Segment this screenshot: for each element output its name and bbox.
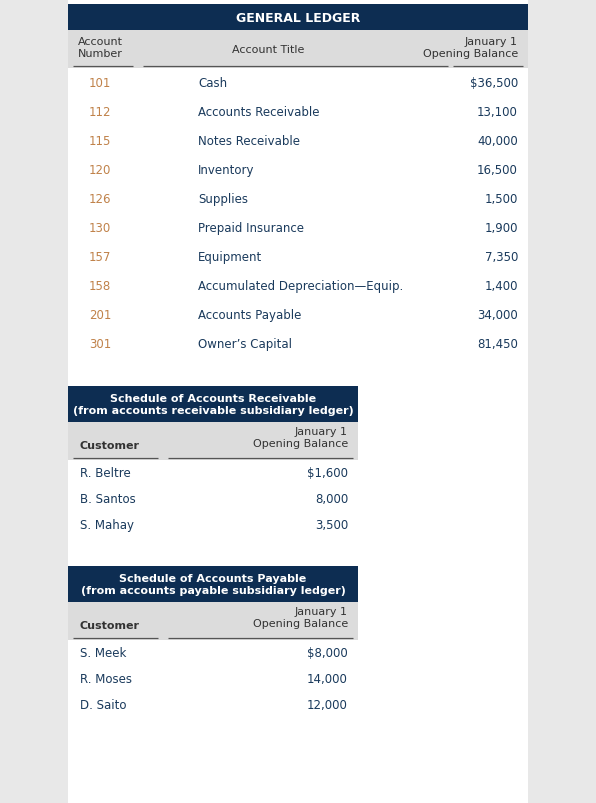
Text: Owner’s Capital: Owner’s Capital [198,337,292,351]
Text: Accounts Payable: Accounts Payable [198,308,302,321]
Text: 12,000: 12,000 [307,699,348,711]
Text: 301: 301 [89,337,111,351]
Bar [68,329,528,359]
Bar [68,69,528,98]
Text: Accounts Receivable: Accounts Receivable [198,106,319,119]
Text: R. Beltre: R. Beltre [80,467,131,480]
Text: Cash: Cash [198,77,227,90]
Bar [68,386,358,422]
Bar [68,512,358,538]
Bar [68,0,528,803]
Text: 16,500: 16,500 [477,164,518,177]
Text: 1,900: 1,900 [485,222,518,234]
Text: Prepaid Insurance: Prepaid Insurance [198,222,304,234]
Text: Equipment: Equipment [198,251,262,263]
Text: $36,500: $36,500 [470,77,518,90]
Text: 126: 126 [89,193,111,206]
Text: January 1
Opening Balance: January 1 Opening Balance [253,606,348,629]
Bar [68,422,358,460]
Text: D. Saito: D. Saito [80,699,126,711]
Bar [68,300,528,329]
Text: S. Meek: S. Meek [80,646,126,660]
Text: 101: 101 [89,77,111,90]
Text: Account
Number: Account Number [77,37,123,59]
Bar [68,271,528,300]
Bar [68,460,358,487]
Text: Customer: Customer [80,620,140,630]
Text: S. Mahay: S. Mahay [80,519,134,532]
Text: Supplies: Supplies [198,193,248,206]
Text: 14,000: 14,000 [307,673,348,686]
Bar [68,243,528,271]
Text: 3,500: 3,500 [315,519,348,532]
Bar [68,692,358,718]
Text: R. Moses: R. Moses [80,673,132,686]
Text: Schedule of Accounts Receivable
(from accounts receivable subsidiary ledger): Schedule of Accounts Receivable (from ac… [73,393,353,416]
Text: 157: 157 [89,251,111,263]
Text: 130: 130 [89,222,111,234]
Bar [68,5,528,31]
Text: 112: 112 [89,106,111,119]
Text: Customer: Customer [80,441,140,450]
Text: 120: 120 [89,164,111,177]
Bar [68,98,528,127]
Bar [68,487,358,512]
Text: B. Santos: B. Santos [80,493,136,506]
Text: 115: 115 [89,135,111,148]
Bar [68,127,528,156]
Text: Account Title: Account Title [232,45,304,55]
Bar [68,156,528,185]
Text: 158: 158 [89,279,111,292]
Text: 1,400: 1,400 [485,279,518,292]
Bar [68,31,528,69]
Bar [68,185,528,214]
Text: January 1
Opening Balance: January 1 Opening Balance [423,37,518,59]
Text: $1,600: $1,600 [307,467,348,480]
Text: 13,100: 13,100 [477,106,518,119]
Bar [68,640,358,666]
Text: Notes Receivable: Notes Receivable [198,135,300,148]
Text: 8,000: 8,000 [315,493,348,506]
Bar [68,214,528,243]
Text: January 1
Opening Balance: January 1 Opening Balance [253,426,348,449]
Text: 7,350: 7,350 [485,251,518,263]
Bar [68,666,358,692]
Text: GENERAL LEDGER: GENERAL LEDGER [236,11,360,24]
Bar [68,602,358,640]
Text: 1,500: 1,500 [485,193,518,206]
Bar [68,566,358,602]
Text: 81,450: 81,450 [477,337,518,351]
Text: 34,000: 34,000 [477,308,518,321]
Text: 201: 201 [89,308,111,321]
Text: Accumulated Depreciation—Equip.: Accumulated Depreciation—Equip. [198,279,403,292]
Text: 40,000: 40,000 [477,135,518,148]
Text: $8,000: $8,000 [308,646,348,660]
Text: Inventory: Inventory [198,164,254,177]
Text: Schedule of Accounts Payable
(from accounts payable subsidiary ledger): Schedule of Accounts Payable (from accou… [80,573,346,596]
